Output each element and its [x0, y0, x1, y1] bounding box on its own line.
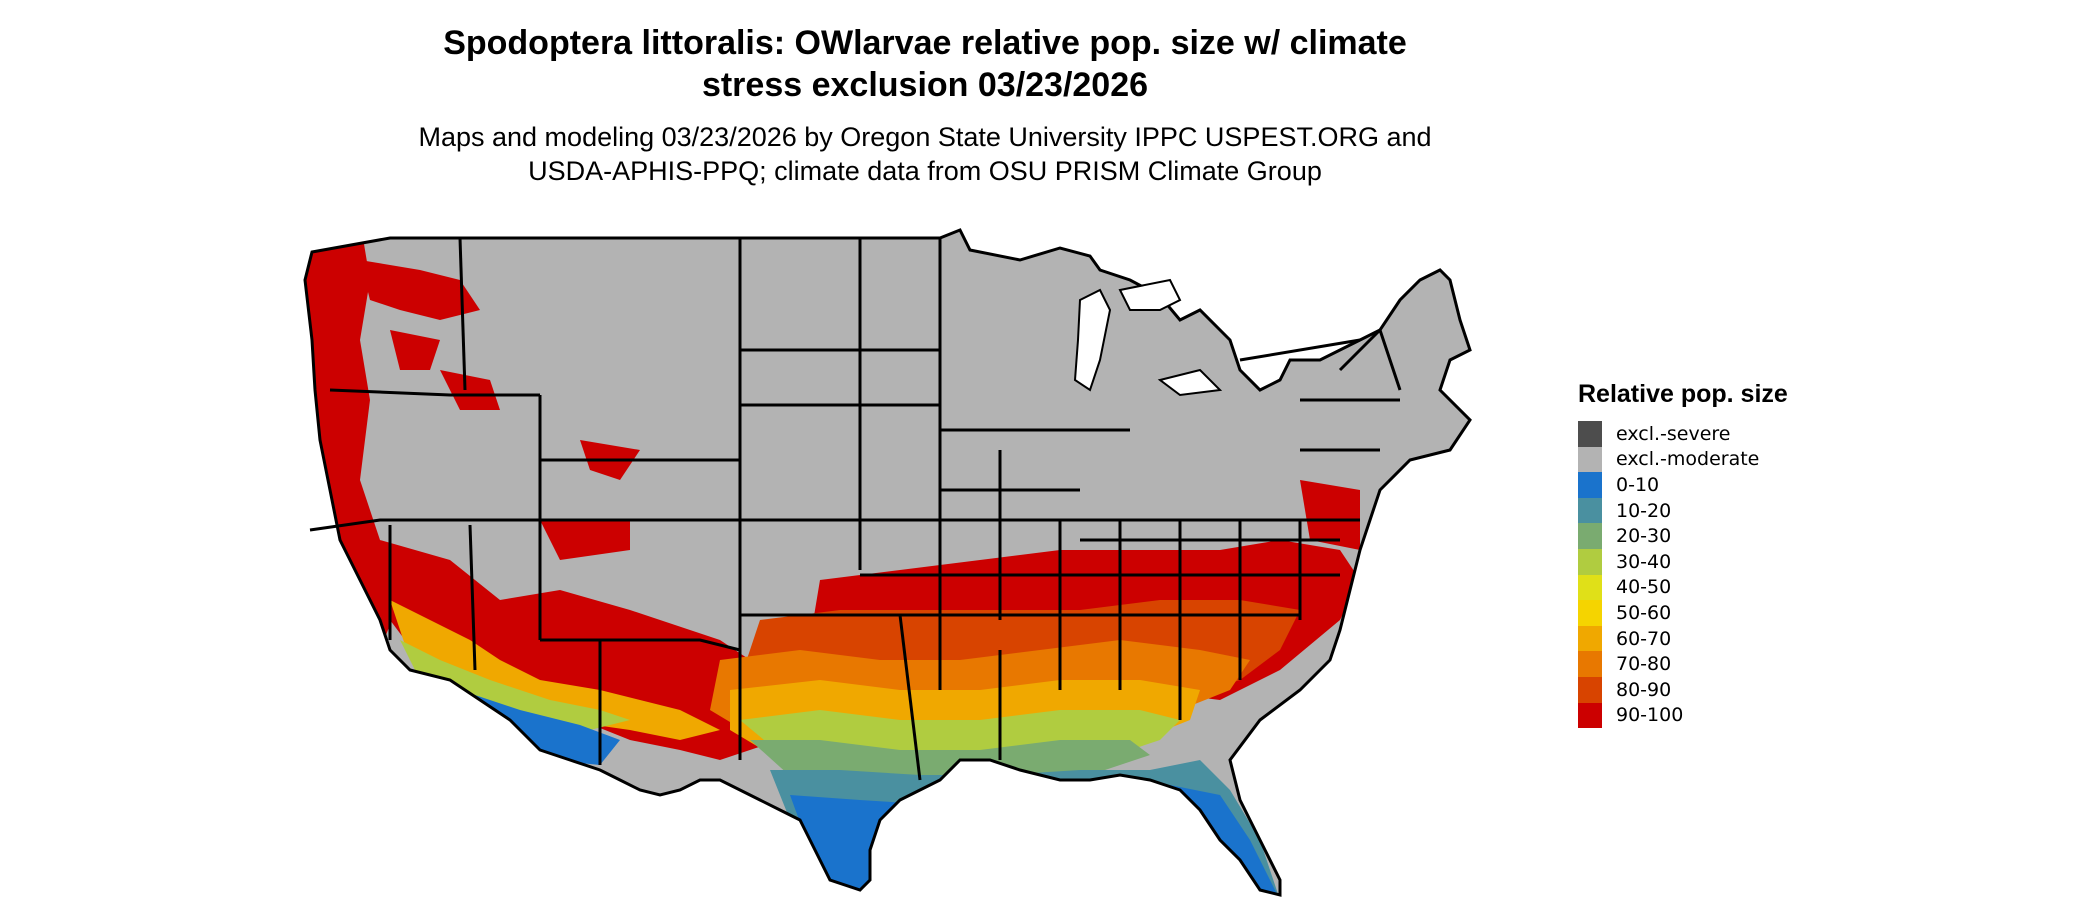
legend-label: 90-100 — [1616, 704, 1684, 727]
legend-label: 10-20 — [1616, 499, 1672, 522]
map-subtitle: Maps and modeling 03/23/2026 by Oregon S… — [0, 120, 1850, 188]
legend-label: 0-10 — [1616, 473, 1660, 496]
legend-swatch — [1578, 523, 1602, 549]
legend-swatch — [1578, 702, 1602, 729]
legend-label: 80-90 — [1616, 678, 1672, 701]
map-title-line1: Spodoptera littoralis: OWlarvae relative… — [443, 24, 1407, 62]
legend-item-excl-severe: excl.-severe — [1578, 421, 1788, 447]
legend-swatch — [1578, 676, 1602, 703]
legend-item-excl-moderate: excl.-moderate — [1578, 446, 1788, 473]
legend-swatch — [1578, 651, 1602, 677]
map-subtitle-line1: Maps and modeling 03/23/2026 by Oregon S… — [418, 122, 1432, 152]
legend-swatch — [1578, 421, 1602, 447]
legend-label: 60-70 — [1616, 627, 1672, 650]
legend-item-90-100: 90-100 — [1578, 702, 1788, 729]
legend-swatch — [1578, 446, 1602, 473]
legend-swatch — [1578, 574, 1602, 601]
legend-label: 40-50 — [1616, 576, 1672, 599]
legend-swatch — [1578, 625, 1602, 652]
legend-items: excl.-severe excl.-moderate 0-10 10-20 2… — [1578, 421, 1788, 729]
legend-item-40-50: 40-50 — [1578, 574, 1788, 601]
legend-item-60-70: 60-70 — [1578, 625, 1788, 652]
legend-label: 50-60 — [1616, 601, 1672, 624]
legend-label: 30-40 — [1616, 550, 1672, 573]
map-title: Spodoptera littoralis: OWlarvae relative… — [0, 22, 1850, 106]
legend-item-20-30: 20-30 — [1578, 523, 1788, 549]
legend-item-80-90: 80-90 — [1578, 676, 1788, 703]
legend-swatch — [1578, 497, 1602, 524]
legend-label: excl.-moderate — [1616, 448, 1760, 471]
legend-title: Relative pop. size — [1578, 380, 1788, 408]
legend-swatch — [1578, 472, 1602, 498]
legend: Relative pop. size excl.-severe excl.-mo… — [1578, 380, 1788, 729]
map-title-line2: stress exclusion 03/23/2026 — [701, 66, 1149, 104]
legend-item-10-20: 10-20 — [1578, 497, 1788, 524]
legend-item-70-80: 70-80 — [1578, 651, 1788, 677]
legend-swatch — [1578, 548, 1602, 575]
legend-label: excl.-severe — [1616, 422, 1731, 445]
legend-item-0-10: 0-10 — [1578, 472, 1788, 498]
map-subtitle-line2: USDA-APHIS-PPQ; climate data from OSU PR… — [528, 156, 1322, 186]
legend-label: 20-30 — [1616, 525, 1672, 548]
us-map — [303, 228, 1472, 897]
legend-item-50-60: 50-60 — [1578, 600, 1788, 626]
legend-item-30-40: 30-40 — [1578, 548, 1788, 575]
legend-label: 70-80 — [1616, 653, 1672, 676]
legend-swatch — [1578, 600, 1602, 626]
